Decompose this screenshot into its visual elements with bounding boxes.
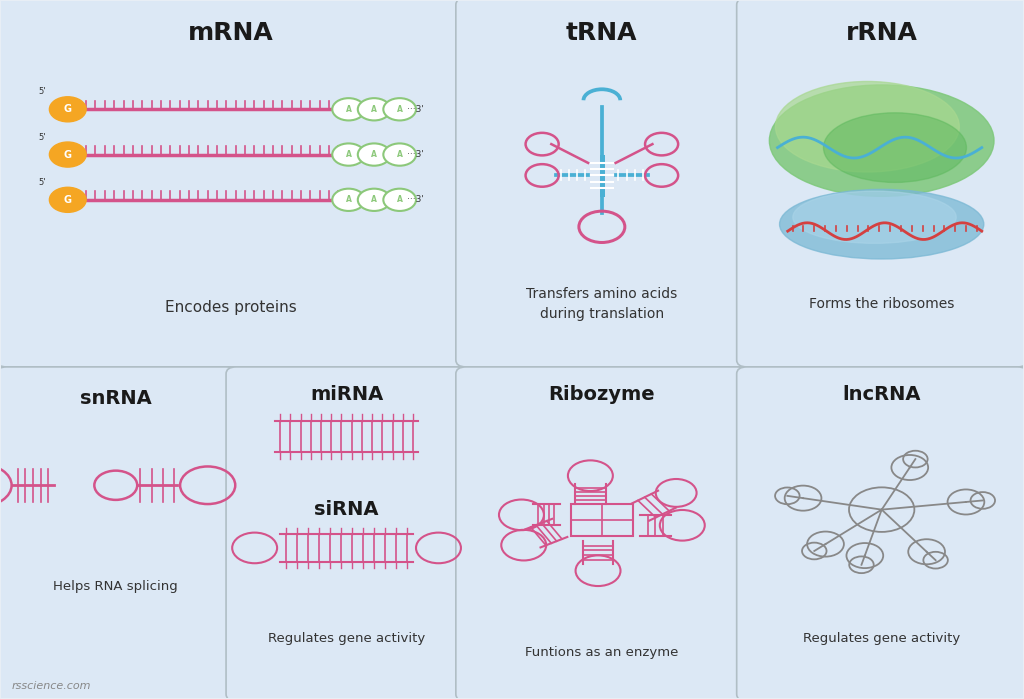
- Text: mRNA: mRNA: [188, 21, 274, 45]
- Text: A: A: [371, 105, 377, 114]
- Text: A: A: [396, 105, 402, 114]
- FancyBboxPatch shape: [226, 367, 466, 699]
- Text: ···3': ···3': [407, 150, 423, 159]
- Text: 5': 5': [39, 133, 46, 142]
- Text: G: G: [63, 195, 72, 205]
- Text: rRNA: rRNA: [846, 21, 918, 45]
- Circle shape: [332, 98, 365, 120]
- Text: G: G: [63, 150, 72, 159]
- Text: rsscience.com: rsscience.com: [11, 681, 91, 691]
- Text: Ribozyme: Ribozyme: [549, 385, 655, 404]
- Text: A: A: [346, 195, 351, 204]
- Text: Regulates gene activity: Regulates gene activity: [268, 632, 425, 645]
- Text: ···3': ···3': [407, 105, 423, 114]
- Circle shape: [49, 96, 86, 122]
- Circle shape: [383, 189, 416, 211]
- Circle shape: [357, 98, 390, 120]
- Circle shape: [383, 98, 416, 120]
- Text: A: A: [346, 150, 351, 159]
- Ellipse shape: [779, 189, 984, 259]
- Circle shape: [383, 143, 416, 166]
- Text: Transfers amino acids
during translation: Transfers amino acids during translation: [526, 287, 678, 321]
- Ellipse shape: [823, 113, 967, 182]
- Ellipse shape: [775, 82, 959, 172]
- Bar: [571, 505, 633, 535]
- FancyBboxPatch shape: [736, 0, 1024, 367]
- Text: Forms the ribosomes: Forms the ribosomes: [809, 297, 954, 311]
- Text: 5': 5': [39, 178, 46, 187]
- Ellipse shape: [769, 85, 994, 196]
- Text: A: A: [346, 105, 351, 114]
- Text: G: G: [63, 104, 72, 115]
- Ellipse shape: [793, 191, 956, 243]
- Text: tRNA: tRNA: [566, 21, 638, 45]
- FancyBboxPatch shape: [0, 0, 466, 367]
- Text: Funtions as an enzyme: Funtions as an enzyme: [525, 646, 679, 659]
- FancyBboxPatch shape: [456, 367, 746, 699]
- Text: snRNA: snRNA: [80, 389, 152, 408]
- Circle shape: [49, 187, 86, 212]
- Text: ···3': ···3': [407, 195, 423, 204]
- FancyBboxPatch shape: [456, 0, 746, 367]
- Circle shape: [332, 189, 365, 211]
- Text: A: A: [396, 195, 402, 204]
- Text: lncRNA: lncRNA: [843, 385, 921, 404]
- FancyBboxPatch shape: [736, 367, 1024, 699]
- Text: A: A: [371, 195, 377, 204]
- Text: 5': 5': [39, 87, 46, 96]
- Text: siRNA: siRNA: [314, 500, 379, 519]
- Circle shape: [332, 143, 365, 166]
- Text: Regulates gene activity: Regulates gene activity: [803, 632, 961, 645]
- Circle shape: [357, 189, 390, 211]
- Circle shape: [357, 143, 390, 166]
- Text: miRNA: miRNA: [310, 385, 383, 404]
- Text: A: A: [371, 150, 377, 159]
- Circle shape: [49, 142, 86, 167]
- FancyBboxPatch shape: [0, 367, 237, 699]
- Text: Helps RNA splicing: Helps RNA splicing: [53, 579, 178, 593]
- Text: A: A: [396, 150, 402, 159]
- Text: Encodes proteins: Encodes proteins: [165, 301, 297, 315]
